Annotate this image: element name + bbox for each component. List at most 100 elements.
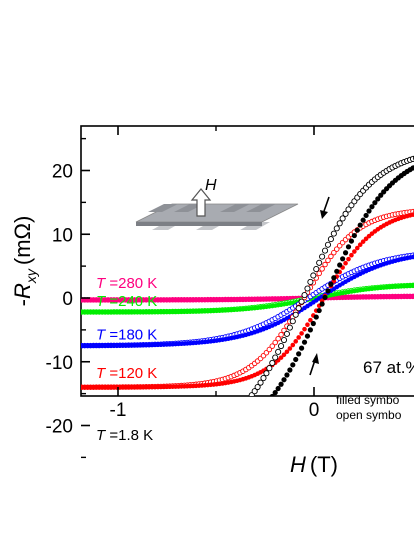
data-point-open: [161, 441, 166, 446]
data-point: [346, 256, 351, 262]
data-point-open: [313, 266, 320, 273]
data-point: [141, 444, 146, 449]
data-point-open: [316, 259, 323, 266]
data-point: [196, 438, 201, 443]
data-point: [354, 227, 360, 233]
data-point: [76, 445, 81, 450]
data-point: [199, 438, 204, 443]
data-point-open: [280, 336, 288, 344]
data-point-open: [254, 383, 261, 391]
y-axis-title: -Rxy(mΩ): [10, 216, 39, 307]
x-axis-title: H (T): [290, 452, 338, 477]
data-point: [167, 442, 172, 447]
data-point: [91, 445, 96, 450]
data-point-open: [243, 400, 248, 405]
data-point-open: [117, 444, 122, 449]
data-point-open: [208, 428, 213, 433]
data-point: [97, 445, 102, 450]
data-point: [267, 397, 272, 402]
data-point: [410, 212, 414, 217]
data-point-open: [94, 445, 99, 450]
plot-frame: [80, 125, 414, 397]
temperature-label: T =1.8 K: [96, 427, 153, 444]
temperature-label: T =180 K: [96, 326, 157, 343]
data-point-open: [193, 434, 198, 439]
data-point-open: [106, 444, 111, 449]
data-point-open: [132, 443, 137, 448]
data-point: [342, 250, 349, 256]
data-point-open: [334, 246, 340, 252]
data-point-open: [188, 435, 193, 440]
data-point: [237, 423, 242, 428]
data-point: [284, 349, 290, 355]
data-point-open: [185, 436, 190, 441]
data-point: [369, 204, 375, 210]
data-point: [357, 222, 363, 228]
data-point-open: [269, 343, 276, 349]
data-point: [281, 352, 287, 358]
data-point: [229, 428, 234, 433]
data-point-open: [289, 318, 296, 325]
data-point-open: [278, 331, 284, 338]
data-point-open: [111, 444, 116, 449]
temperature-label: T =240 K: [96, 293, 157, 310]
data-point: [147, 444, 152, 449]
data-point-open: [269, 359, 276, 367]
data-point: [223, 431, 228, 436]
data-point-open: [292, 311, 299, 318]
data-point: [351, 232, 357, 239]
data-point: [82, 445, 87, 450]
data-point: [94, 445, 99, 450]
data-point: [161, 443, 166, 448]
temperature-label: T =120 K: [96, 365, 157, 382]
data-point: [304, 333, 311, 339]
data-point-open: [283, 330, 290, 337]
data-point: [185, 440, 190, 445]
data-point-open: [76, 445, 81, 450]
data-point-open: [226, 417, 231, 422]
data-point: [111, 445, 116, 450]
data-point: [114, 445, 119, 450]
data-point: [164, 443, 169, 448]
data-point: [290, 342, 296, 348]
data-point: [261, 404, 266, 409]
data-point: [378, 192, 384, 198]
data-point-open: [319, 266, 325, 272]
data-point-open: [333, 225, 340, 232]
data-point-open: [310, 272, 317, 279]
data-point-open: [214, 425, 219, 430]
data-point: [281, 377, 287, 383]
data-point-open: [88, 445, 93, 450]
data-point-open: [295, 305, 302, 312]
data-point: [264, 401, 269, 406]
data-point-open: [85, 445, 90, 450]
data-point-open: [301, 292, 308, 299]
data-point: [155, 443, 160, 448]
data-point-open: [217, 423, 222, 428]
data-point: [232, 427, 237, 432]
legend-filled-text: filled symbo: [336, 393, 400, 407]
data-point-open: [167, 440, 172, 445]
data-point: [138, 444, 143, 449]
data-point-open: [158, 441, 163, 446]
data-point: [308, 317, 313, 323]
data-point-open: [266, 365, 273, 372]
data-point: [293, 339, 299, 344]
data-point: [135, 444, 140, 449]
data-point: [363, 236, 369, 242]
data-point-open: [129, 443, 134, 448]
data-point-open: [286, 324, 293, 331]
data-point: [208, 436, 213, 441]
data-point: [298, 345, 305, 351]
data-point-open: [126, 444, 131, 449]
data-point-open: [263, 370, 270, 377]
data-point-open: [176, 438, 181, 443]
data-point: [296, 351, 302, 357]
data-point-open: [257, 379, 264, 386]
data-point: [366, 208, 372, 214]
data-point-open: [79, 445, 84, 450]
data-point-open: [304, 285, 311, 292]
data-point-open: [298, 298, 305, 305]
data-point-open: [223, 419, 228, 424]
y-tick-label: 20: [52, 162, 73, 183]
